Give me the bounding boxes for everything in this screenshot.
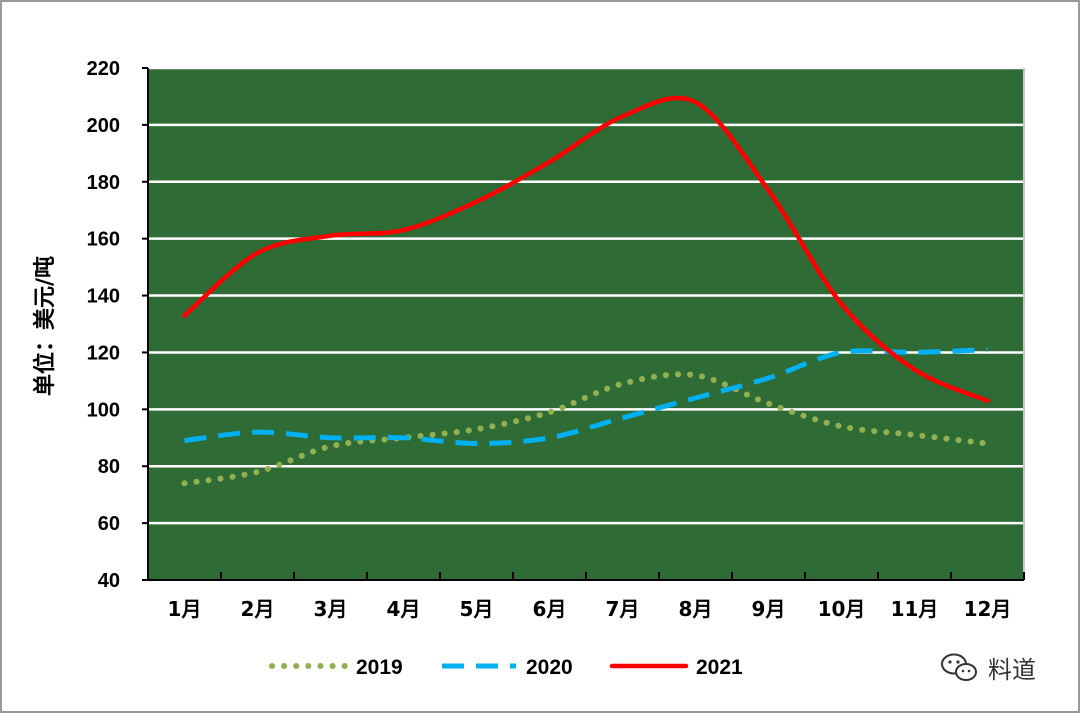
y-tick-label-100: 100: [87, 399, 120, 421]
y-tick-label-220: 220: [87, 58, 120, 80]
y-tick-label-200: 200: [87, 115, 120, 137]
y-tick-label-120: 120: [87, 342, 120, 364]
x-tick-label-5: 5月: [460, 597, 494, 621]
series-line-2019: [181, 371, 991, 487]
watermark: 料道: [941, 653, 1036, 684]
y-axis-ticks: 40 60 80 100 120 140 160 180 200 220: [87, 58, 148, 592]
x-tick-label-6: 6月: [533, 597, 567, 621]
gridlines: [148, 66, 1024, 525]
y-tick-label-60: 60: [98, 513, 120, 535]
x-tick-label-3: 3月: [314, 597, 348, 621]
x-tick-label-9: 9月: [752, 597, 786, 621]
x-tick-label-2: 2月: [241, 597, 275, 621]
y-tick-label-180: 180: [87, 172, 120, 194]
x-tick-label-10: 10月: [818, 597, 866, 621]
x-tick-label-12: 12月: [964, 597, 1012, 621]
legend-label-2021: 2021: [696, 656, 743, 679]
y-tick-label-140: 140: [87, 286, 120, 308]
y-tick-label-160: 160: [87, 229, 120, 251]
series-line-2020: [184, 347, 988, 447]
legend-label-2020: 2020: [526, 656, 573, 679]
watermark-text: 料道: [988, 656, 1036, 684]
x-tick-label-8: 8月: [679, 597, 713, 621]
plot-area: [148, 68, 1024, 580]
x-tick-label-4: 4月: [387, 597, 421, 621]
y-tick-label-80: 80: [98, 456, 120, 478]
x-tick-label-11: 11月: [891, 597, 939, 621]
legend-label-2019: 2019: [356, 656, 403, 679]
series-group: [181, 95, 991, 487]
wechat-icon: [941, 653, 977, 681]
legend: 2019 2020 2021: [269, 656, 743, 679]
x-tick-label-7: 7月: [606, 597, 640, 621]
series-line-2021: [182, 95, 990, 404]
y-tick-label-40: 40: [98, 570, 120, 592]
x-tick-label-1: 1月: [168, 597, 202, 621]
x-axis-ticks: 1月 2月 3月 4月 5月 6月 7月 8月 9月 10月 11月 12月: [147, 572, 1025, 621]
y-axis-label: 单位：美元/吨: [32, 256, 58, 396]
